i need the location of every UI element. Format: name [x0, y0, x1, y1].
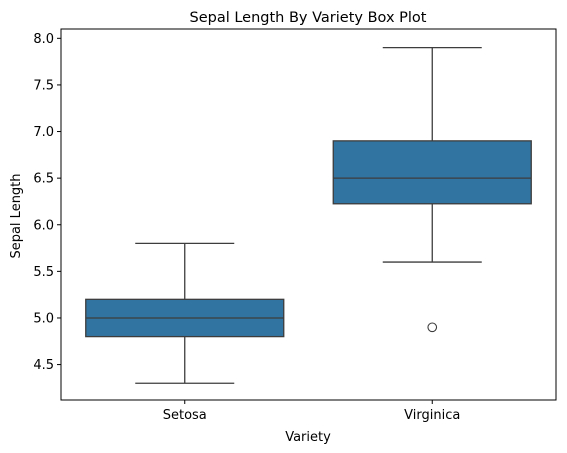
box-virginica: [332, 140, 532, 205]
chart-title: Sepal Length By Variety Box Plot: [190, 10, 427, 26]
y-tick-label: 6.5: [33, 172, 54, 187]
y-axis-label: Sepal Length: [9, 173, 24, 258]
y-tick-label: 5.5: [33, 265, 54, 280]
outlier-point: [427, 322, 438, 333]
plot-area: 4.5 5.0 5.5 6.0 6.5 7.0 7.5 8.0 Setosa Virginica: [33, 28, 557, 423]
y-tick-label: 7.0: [33, 125, 54, 140]
x-axis-label: Variety: [285, 430, 331, 445]
x-tick-label: Setosa: [163, 408, 207, 423]
y-tick-label: 7.5: [33, 78, 54, 93]
y-tick-label: 5.0: [33, 311, 54, 326]
x-tick-label: Virginica: [404, 408, 460, 423]
y-tick-label: 8.0: [33, 32, 54, 47]
y-tick-label: 6.0: [33, 218, 54, 233]
plot-frame: [60, 28, 557, 401]
y-tick-label: 4.5: [33, 358, 54, 373]
